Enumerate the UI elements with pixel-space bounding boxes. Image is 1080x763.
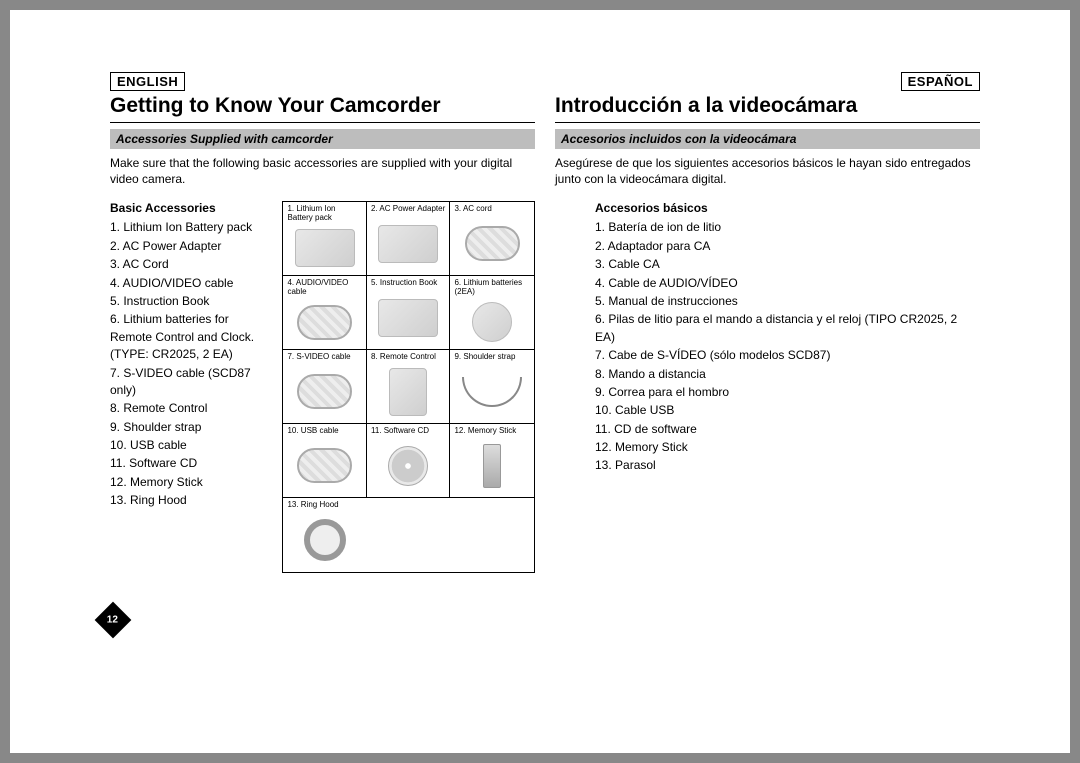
language-tag-english: ENGLISH bbox=[110, 72, 185, 91]
list-item: 5. Manual de instrucciones bbox=[595, 293, 980, 310]
grid-cell: 6. Lithium batteries (2EA) bbox=[450, 276, 534, 350]
list-item: 5. Instruction Book bbox=[110, 293, 268, 310]
title-spanish: Introducción a la videocámara bbox=[555, 94, 980, 118]
list-item: 2. Adaptador para CA bbox=[595, 238, 980, 255]
body-row-english: Basic Accessories 1. Lithium Ion Battery… bbox=[110, 201, 535, 573]
list-item: 11. CD de software bbox=[595, 421, 980, 438]
remote-icon bbox=[389, 368, 427, 416]
subhead-english: Basic Accessories bbox=[110, 201, 268, 215]
list-item: 3. AC Cord bbox=[110, 256, 268, 273]
column-spanish: ESPAÑOL Introducción a la videocámara Ac… bbox=[545, 80, 980, 713]
title-rule bbox=[110, 122, 535, 123]
list-item: 10. Cable USB bbox=[595, 402, 980, 419]
battery-icon bbox=[295, 229, 355, 267]
manual-page: ENGLISH Getting to Know Your Camcorder A… bbox=[10, 10, 1070, 753]
list-column-spanish: Accesorios básicos 1. Batería de ion de … bbox=[555, 201, 980, 474]
list-item: 9. Shoulder strap bbox=[110, 419, 268, 436]
list-item: 13. Ring Hood bbox=[110, 492, 268, 509]
page-number: 12 bbox=[107, 615, 118, 626]
column-english: ENGLISH Getting to Know Your Camcorder A… bbox=[110, 80, 545, 713]
title-rule bbox=[555, 122, 980, 123]
grid-cell: 12. Memory Stick bbox=[450, 424, 534, 498]
list-item: 1. Lithium Ion Battery pack bbox=[110, 219, 268, 236]
list-item: 2. AC Power Adapter bbox=[110, 238, 268, 255]
list-item: 4. AUDIO/VIDEO cable bbox=[110, 275, 268, 292]
book-icon bbox=[378, 299, 438, 337]
strap-icon bbox=[462, 377, 522, 407]
list-column-english: Basic Accessories 1. Lithium Ion Battery… bbox=[110, 201, 268, 573]
list-item: 1. Batería de ion de litio bbox=[595, 219, 980, 236]
memory-stick-icon bbox=[483, 444, 501, 488]
language-tag-spanish: ESPAÑOL bbox=[901, 72, 980, 91]
list-item: 12. Memory Stick bbox=[110, 474, 268, 491]
title-english: Getting to Know Your Camcorder bbox=[110, 94, 535, 118]
accessory-list-english: 1. Lithium Ion Battery pack 2. AC Power … bbox=[110, 219, 268, 509]
cd-icon bbox=[388, 446, 428, 486]
grid-cell: 1. Lithium Ion Battery pack bbox=[283, 202, 367, 276]
grid-cell: 7. S-VIDEO cable bbox=[283, 350, 367, 424]
subhead-spanish: Accesorios básicos bbox=[595, 201, 980, 215]
list-item: 7. Cabe de S-VÍDEO (sólo modelos SCD87) bbox=[595, 347, 980, 364]
adapter-icon bbox=[378, 225, 438, 263]
section-bar-english: Accessories Supplied with camcorder bbox=[110, 129, 535, 149]
list-item: 9. Correa para el hombro bbox=[595, 384, 980, 401]
list-item: 3. Cable CA bbox=[595, 256, 980, 273]
list-item: 7. S-VIDEO cable (SCD87 only) bbox=[110, 365, 268, 400]
grid-cell: 8. Remote Control bbox=[367, 350, 451, 424]
intro-english: Make sure that the following basic acces… bbox=[110, 155, 535, 187]
grid-cell: 3. AC cord bbox=[450, 202, 534, 276]
list-item: 6. Pilas de litio para el mando a distan… bbox=[595, 311, 980, 346]
ring-hood-icon bbox=[304, 519, 346, 561]
coin-battery-icon bbox=[472, 302, 512, 342]
cord-icon bbox=[465, 226, 520, 261]
accessory-list-spanish: 1. Batería de ion de litio 2. Adaptador … bbox=[595, 219, 980, 474]
list-item: 8. Remote Control bbox=[110, 400, 268, 417]
list-item: 4. Cable de AUDIO/VÍDEO bbox=[595, 275, 980, 292]
section-bar-spanish: Accesorios incluidos con la videocámara bbox=[555, 129, 980, 149]
svideo-cable-icon bbox=[297, 374, 352, 409]
grid-cell: 13. Ring Hood bbox=[283, 498, 367, 572]
grid-cell: 4. AUDIO/VIDEO cable bbox=[283, 276, 367, 350]
intro-spanish: Asegúrese de que los siguientes accesori… bbox=[555, 155, 980, 187]
list-item: 12. Memory Stick bbox=[595, 439, 980, 456]
grid-cell: 5. Instruction Book bbox=[367, 276, 451, 350]
grid-cell: 11. Software CD bbox=[367, 424, 451, 498]
list-item: 10. USB cable bbox=[110, 437, 268, 454]
list-item: 13. Parasol bbox=[595, 457, 980, 474]
list-item: 8. Mando a distancia bbox=[595, 366, 980, 383]
usb-cable-icon bbox=[297, 448, 352, 483]
list-item: 11. Software CD bbox=[110, 455, 268, 472]
av-cable-icon bbox=[297, 305, 352, 340]
grid-cell: 10. USB cable bbox=[283, 424, 367, 498]
grid-cell: 9. Shoulder strap bbox=[450, 350, 534, 424]
accessory-grid: 1. Lithium Ion Battery pack 2. AC Power … bbox=[282, 201, 535, 573]
grid-cell: 2. AC Power Adapter bbox=[367, 202, 451, 276]
list-item: 6. Lithium batteries for Remote Control … bbox=[110, 311, 268, 363]
